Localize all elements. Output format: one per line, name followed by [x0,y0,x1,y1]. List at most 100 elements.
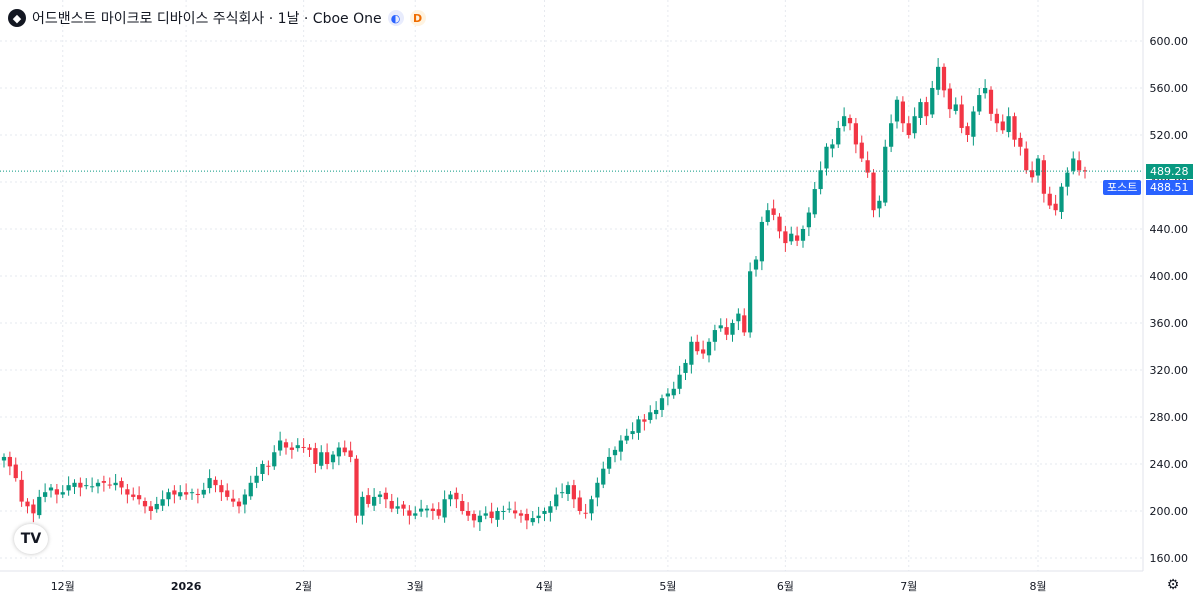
symbol-title[interactable]: 어드밴스트 마이크로 디바이스 주식회사 · 1날 · Cboe One [32,11,382,27]
candle-body [348,450,353,457]
candle-body [37,496,42,516]
x-tick-label: 7월 [900,580,917,593]
candle-body [295,445,300,449]
y-tick-label: 160.00 [1150,552,1189,565]
candle-body [154,503,159,510]
x-tick-label: 4월 [536,580,553,593]
candle-body [219,485,224,493]
candle-body [289,447,294,450]
y-tick-label: 320.00 [1150,364,1189,377]
candle-body [307,447,312,450]
candle-body [612,449,618,456]
y-axis: 160.00 200.00 240.00 280.00 320.00 360.00 400.… [1150,35,1189,565]
candle-body [695,341,700,352]
candle-body [236,501,242,507]
amd-logo-icon[interactable]: ◆ [8,9,26,27]
candle-body [254,475,259,483]
candle-body [618,440,623,452]
candle-body [542,511,547,514]
y-tick-label: 600.00 [1150,35,1189,48]
candle-body [677,374,682,389]
x-axis: 12월 2026 2월 3월 4월 5월 6월 7월 8월 [51,580,1047,593]
candle-body [918,102,923,118]
x-tick-label: 8월 [1029,580,1046,593]
candle-body [800,229,806,241]
candle-body [95,482,101,487]
candle-body [207,478,212,489]
candle-body [671,388,676,396]
candle-body [166,492,171,500]
candle-body [859,142,864,159]
data-delay-badge[interactable]: D [409,10,426,26]
candle-body [160,499,165,506]
candle-body [683,362,688,373]
candle-body [689,341,694,365]
candle-body [1065,172,1070,187]
candle-body [583,512,588,514]
chart-grid [0,0,1143,571]
candle-body [595,482,600,498]
candle-body [107,484,112,486]
candle-body [830,144,835,149]
candle-body [836,127,841,145]
candle-body [278,440,283,451]
candle-body [759,221,764,262]
candle-body [266,465,271,467]
candle-body [959,104,964,128]
candle-body [125,489,130,495]
candle-body [971,111,976,137]
candle-body [1053,203,1058,211]
candle-body [442,499,447,518]
candle-body [1059,186,1064,212]
candle-body [395,506,400,509]
candle-body [360,496,365,516]
candle-body [319,452,324,466]
candle-body [1,456,7,461]
candle-body [548,506,553,513]
candle-body [448,494,453,500]
candle-body [460,501,465,511]
candle-body [977,95,982,112]
y-tick-label: 280.00 [1150,411,1189,424]
candle-body [377,494,383,497]
candle-body [659,398,665,410]
candle-body [1018,137,1023,147]
settings-icon[interactable]: ⚙ [1166,577,1180,593]
candle-body [7,456,12,467]
candle-body [54,489,59,495]
candle-body [424,508,430,511]
candle-body [313,448,318,464]
candle-body [66,485,71,491]
candle-body [25,501,30,507]
tradingview-logo[interactable]: TV [14,524,48,554]
candle-body [983,88,988,94]
candle-body [201,489,206,495]
candle-body [748,271,753,333]
candle-body [471,513,477,521]
candle-body [1030,170,1035,178]
candle-body [865,160,870,173]
candle-body [148,506,153,511]
y-tick-label: 400.00 [1150,270,1189,283]
candle-body [84,485,89,487]
candle-body [1035,158,1041,176]
candle-body [524,513,529,521]
candle-body [900,101,905,124]
candle-body [231,498,236,502]
candle-body [454,492,459,500]
candle-body [225,490,230,497]
candle-body [636,419,641,433]
candle-body [906,123,911,135]
candle-body [513,510,518,514]
candle-body [530,518,535,523]
candle-body [795,235,800,241]
candle-body [195,493,200,495]
candle-body [941,66,947,91]
moon-icon[interactable]: ◐ [387,10,404,26]
candle-body [142,501,148,507]
candle-body [78,482,83,488]
candle-body [501,511,506,512]
candle-body [736,313,741,322]
candle-body [924,102,929,117]
